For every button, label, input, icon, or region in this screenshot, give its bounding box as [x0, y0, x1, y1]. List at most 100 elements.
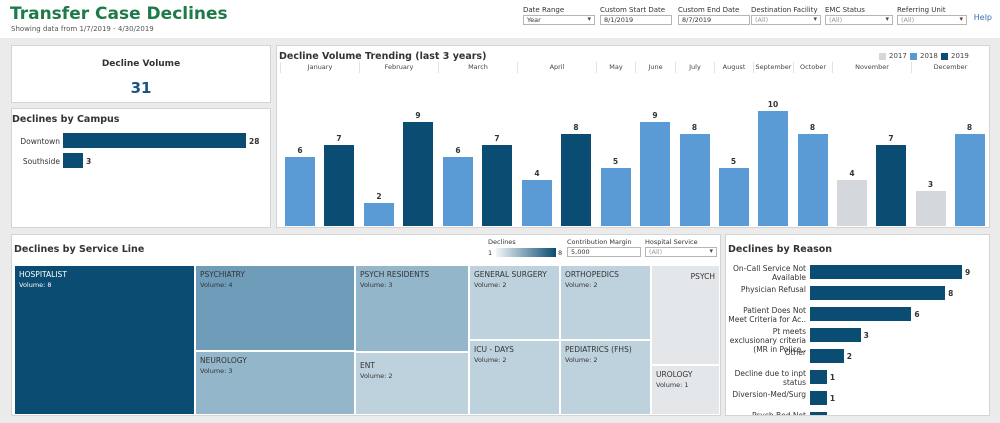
trend-bar[interactable]: [443, 156, 473, 226]
campus-value-southside: 3: [86, 157, 92, 166]
reason-label: Decline due to inpt status: [734, 369, 806, 387]
trend-bar[interactable]: [758, 110, 788, 226]
reason-bar[interactable]: [810, 391, 827, 405]
reason-label: Pt meets exclusionary criteria (MR in Po…: [729, 327, 806, 354]
reason-bar[interactable]: [810, 412, 827, 415]
treemap-cell-volume: Volume: 1: [656, 381, 689, 389]
end-date-input[interactable]: 8/7/2019: [678, 15, 750, 25]
declines-legend-label: Declines: [488, 238, 516, 246]
treemap-cell-icu-days[interactable]: ICU - DAYS Volume: 2: [469, 340, 560, 415]
reason-bar[interactable]: [810, 265, 962, 279]
trend-bar-value: 8: [573, 122, 579, 132]
treemap-cell-psychiatry[interactable]: PSYCHIATRY Volume: 4: [195, 265, 355, 351]
referring-unit-select[interactable]: (All): [897, 15, 967, 25]
declines-by-service-line-panel: Declines by Service Line Declines 1 8 Co…: [11, 234, 721, 416]
trend-bar[interactable]: [522, 179, 552, 226]
treemap-cell-ent[interactable]: ENT Volume: 2: [355, 352, 469, 415]
treemap-cell-name: PSYCH: [690, 272, 715, 281]
campus-label-downtown: Downtown: [20, 137, 60, 146]
treemap-cell-volume: Volume: 2: [474, 356, 507, 364]
filter-label: EMC Status: [825, 6, 865, 14]
treemap-cell-name: UROLOGY: [656, 370, 693, 379]
trend-bar[interactable]: [640, 122, 670, 226]
trend-bar[interactable]: [364, 202, 394, 226]
page-title: Transfer Case Declines: [10, 4, 228, 24]
filter-referring-unit[interactable]: Referring Unit (All): [897, 6, 967, 25]
month-header: July: [675, 62, 714, 73]
trend-bar[interactable]: [837, 179, 867, 226]
trend-bar-value: 7: [888, 134, 894, 144]
treemap-cell-neurology[interactable]: NEUROLOGY Volume: 3: [195, 351, 355, 415]
treemap-cell-name: ORTHOPEDICS: [565, 270, 619, 279]
filter-emc-status[interactable]: EMC Status (All): [825, 6, 893, 25]
trend-bar[interactable]: [285, 156, 315, 226]
reason-label: Psych Bed Not: [751, 411, 806, 416]
reason-value: 1: [830, 415, 835, 416]
trend-bar[interactable]: [954, 133, 985, 226]
legend-swatch-2018: [910, 53, 917, 60]
filter-start-date[interactable]: Custom Start Date 8/1/2019: [600, 6, 672, 25]
campus-bar-downtown[interactable]: [63, 133, 246, 148]
trend-bar[interactable]: [561, 133, 591, 226]
treemap-cell-hospitalist[interactable]: HOSPITALIST Volume: 8: [14, 265, 195, 415]
date-range-select[interactable]: Year: [523, 15, 595, 25]
filter-date-range[interactable]: Date Range Year: [523, 6, 595, 25]
treemap-cell-volume: Volume: 2: [565, 356, 598, 364]
margin-input[interactable]: 5,000: [567, 247, 641, 257]
hospital-service-label: Hospital Service: [645, 238, 698, 246]
treemap-cell-volume: Volume: 3: [360, 281, 393, 289]
filter-label: Destination Facility: [751, 6, 818, 14]
reason-label: On-Call Service Not Available: [733, 264, 806, 282]
reason-bar[interactable]: [810, 328, 861, 342]
campus-label-southside: Southside: [22, 157, 60, 166]
start-date-input[interactable]: 8/1/2019: [600, 15, 672, 25]
filter-label: Referring Unit: [897, 6, 946, 14]
declines-legend-min: 1: [488, 249, 493, 257]
trend-bar[interactable]: [600, 168, 631, 226]
reason-bar[interactable]: [810, 370, 827, 384]
trend-bar-value: 9: [652, 111, 658, 121]
filter-destination-facility[interactable]: Destination Facility (All): [751, 6, 821, 25]
month-header: May: [596, 62, 635, 73]
treemap-cell-name: PEDIATRICS (FHS): [565, 345, 632, 354]
month-header: June: [635, 62, 675, 73]
date-range-caption: Showing data from 1/7/2019 - 4/30/2019: [11, 25, 154, 33]
trend-bar[interactable]: [876, 145, 906, 226]
treemap-cell-volume: Volume: 2: [565, 281, 598, 289]
trend-bar[interactable]: [324, 145, 354, 226]
filter-end-date[interactable]: Custom End Date 8/7/2019: [678, 6, 750, 25]
declines-color-ramp: [496, 248, 556, 257]
destination-facility-select[interactable]: (All): [751, 15, 821, 25]
kpi-title: Decline Volume: [101, 59, 181, 69]
treemap-cell-name: PSYCHIATRY: [200, 270, 245, 279]
trend-bar[interactable]: [403, 122, 433, 226]
trend-bar[interactable]: [797, 133, 828, 226]
treemap-cell-name: NEUROLOGY: [200, 356, 247, 365]
treemap-cell-general-surgery[interactable]: GENERAL SURGERY Volume: 2: [469, 265, 560, 340]
legend-swatch-2019: [941, 53, 948, 60]
trend-bar[interactable]: [915, 191, 946, 226]
month-header: October: [793, 62, 832, 73]
reason-bar[interactable]: [810, 286, 946, 300]
treemap-cell-psych-residents[interactable]: PSYCH RESIDENTS Volume: 3: [355, 265, 469, 352]
month-header: April: [517, 62, 596, 73]
trend-bar[interactable]: [482, 145, 512, 226]
treemap-cell-urology[interactable]: UROLOGY Volume: 1: [651, 365, 720, 415]
declines-legend-max: 8: [558, 249, 563, 257]
hospital-service-select[interactable]: (All): [645, 247, 717, 257]
legend-label-2017: 2017: [889, 52, 907, 60]
trend-bar[interactable]: [679, 133, 710, 226]
campus-title: Declines by Campus: [12, 114, 120, 125]
treemap-cell-psych[interactable]: PSYCH: [651, 265, 720, 365]
treemap-cell-name: ENT: [360, 361, 375, 370]
reason-bar[interactable]: [810, 349, 844, 363]
help-link[interactable]: Help: [973, 13, 992, 22]
treemap-cell-orthopedics[interactable]: ORTHOPEDICS Volume: 2: [560, 265, 651, 340]
trend-bar-value: 9: [415, 111, 421, 121]
trend-bar[interactable]: [718, 168, 749, 226]
reason-bar[interactable]: [810, 307, 912, 321]
campus-bar-southside[interactable]: [63, 153, 83, 168]
treemap-cell-pediatrics-fhs[interactable]: PEDIATRICS (FHS) Volume: 2: [560, 340, 651, 415]
reason-value: 8: [948, 289, 954, 298]
emc-status-select[interactable]: (All): [825, 15, 893, 25]
